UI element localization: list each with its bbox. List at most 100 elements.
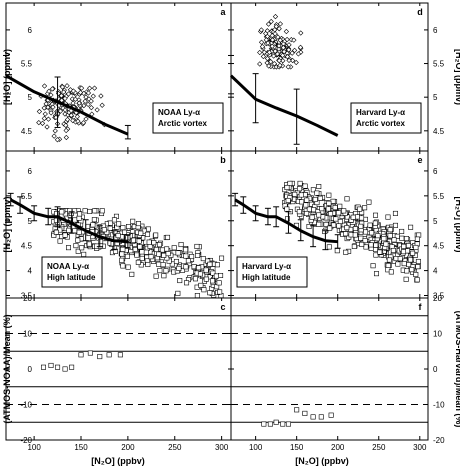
data-point	[218, 272, 224, 278]
annotation-text: Arctic vortex	[356, 119, 405, 128]
data-point	[277, 62, 283, 68]
data-point	[86, 85, 93, 91]
data-point	[341, 208, 347, 214]
data-point	[316, 184, 322, 190]
data-point	[66, 227, 72, 233]
data-point	[271, 53, 277, 59]
data-point	[392, 222, 398, 228]
data-point	[161, 273, 167, 279]
data-point	[310, 414, 316, 420]
data-point	[194, 293, 200, 299]
y-tick-label: 3.5	[21, 292, 33, 301]
data-point	[193, 276, 199, 282]
data-point	[261, 49, 267, 55]
data-point	[130, 218, 136, 224]
y-tick-label: 5	[433, 93, 438, 102]
data-point	[51, 232, 57, 238]
data-point	[219, 255, 225, 261]
data-point	[333, 216, 339, 222]
data-point	[108, 220, 114, 226]
data-point	[48, 110, 54, 116]
data-point	[136, 238, 142, 244]
data-point	[137, 244, 143, 250]
data-point	[280, 421, 286, 427]
data-point	[285, 197, 291, 203]
data-point	[61, 89, 67, 95]
data-point	[217, 289, 223, 295]
data-point	[72, 96, 79, 102]
data-point	[216, 280, 222, 286]
data-point	[126, 224, 132, 230]
data-point	[116, 221, 122, 227]
y-tick-label: 3.5	[433, 292, 445, 301]
data-point	[106, 352, 112, 358]
data-point	[183, 264, 189, 270]
data-point	[42, 111, 48, 117]
data-point	[59, 84, 66, 90]
x-tick-label: 200	[331, 443, 345, 452]
data-point	[409, 267, 415, 273]
data-point	[175, 290, 181, 296]
data-point	[55, 364, 61, 370]
data-point	[54, 211, 60, 217]
data-point	[309, 214, 315, 220]
data-point	[97, 354, 103, 360]
data-point	[75, 237, 81, 243]
data-point	[318, 414, 324, 420]
data-point	[210, 278, 216, 284]
data-point	[263, 37, 269, 43]
y-axis-label: (ATMOS-NOAA)/Mean (%)	[2, 314, 12, 423]
data-point	[281, 49, 287, 55]
data-point	[176, 265, 182, 271]
data-point	[328, 412, 334, 418]
data-point	[50, 104, 56, 110]
data-point	[284, 185, 290, 191]
data-point	[40, 364, 46, 370]
data-point	[63, 127, 69, 134]
panel-e: 3.5 4 4.5 5 5.5 6 e [H₂O] (ppmv) Harvard Ly-α Hig…	[230, 150, 460, 301]
data-point	[69, 364, 75, 370]
data-point	[87, 208, 93, 214]
data-point	[165, 234, 171, 240]
data-point	[266, 49, 273, 55]
annotation-text: Harvard Ly-α	[242, 262, 291, 271]
data-point	[54, 137, 61, 143]
data-point	[164, 246, 170, 252]
data-point	[306, 206, 312, 212]
annotation-text: High latitude	[47, 273, 96, 282]
data-point	[153, 246, 159, 252]
y-tick-label: 6	[433, 26, 438, 35]
data-point	[213, 273, 219, 279]
data-point	[285, 64, 291, 70]
data-point	[62, 232, 68, 238]
y-tick-label: 5.5	[433, 192, 445, 201]
data-point	[48, 362, 54, 368]
data-point	[312, 196, 318, 202]
panel-d: 4.5 5 5.5 6 d [H₂O] (ppmv) Harvard Ly-α Arctic …	[228, 2, 460, 152]
data-point	[310, 187, 316, 193]
data-point	[293, 59, 299, 66]
y-tick-label: 0	[28, 365, 33, 374]
data-point	[362, 205, 368, 211]
data-point	[272, 27, 278, 33]
data-point	[78, 352, 84, 358]
data-point	[90, 93, 96, 99]
data-point	[51, 133, 57, 139]
data-point	[41, 105, 47, 111]
data-point	[401, 243, 407, 249]
data-point	[81, 103, 87, 109]
data-point	[85, 90, 92, 96]
data-point	[53, 229, 59, 235]
y-tick-label: 4.5	[433, 242, 445, 251]
data-point	[331, 222, 337, 228]
data-point	[386, 257, 392, 263]
data-point	[120, 246, 126, 252]
data-point	[196, 265, 202, 271]
data-point	[271, 61, 278, 67]
y-axis-label: (ATMOS-Harvard)/Mean (%)	[454, 311, 460, 428]
data-point	[299, 199, 305, 205]
data-point	[73, 243, 79, 249]
data-point	[261, 421, 267, 427]
y-tick-label: 4.5	[433, 127, 445, 136]
